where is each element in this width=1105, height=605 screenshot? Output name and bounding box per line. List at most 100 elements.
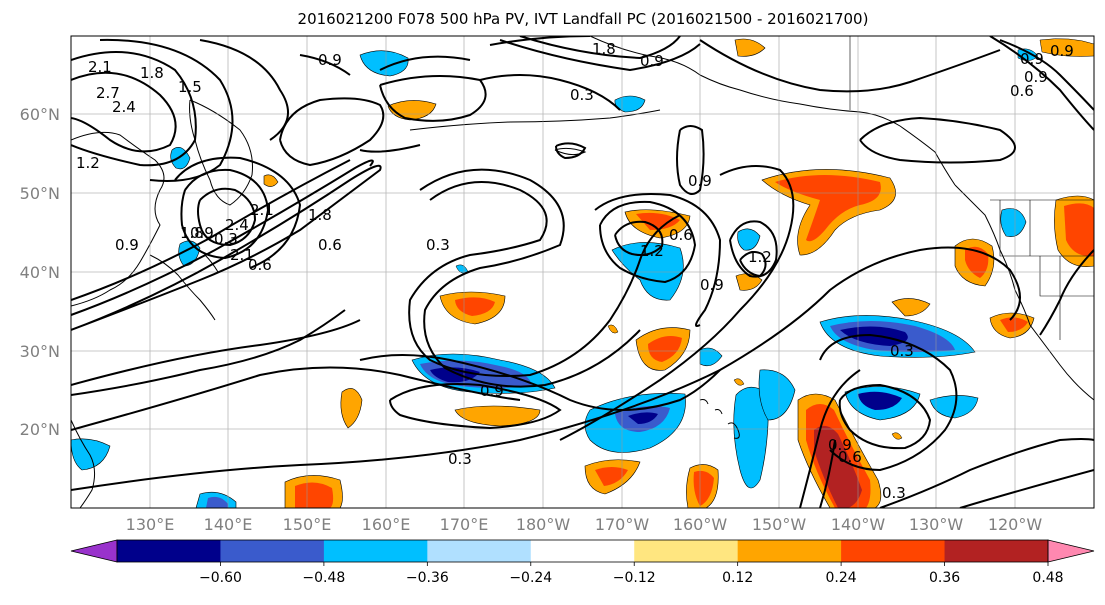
colorbar-extension-low — [70, 539, 118, 563]
contour-label: 2.1 — [230, 246, 254, 264]
gridlines — [71, 36, 1094, 508]
map-title: 2016021200 F078 500 hPa PV, IVT Landfall… — [298, 10, 869, 28]
colorbar-outline — [116, 539, 1049, 563]
positive-anomaly-patch — [891, 298, 931, 317]
contour-label: 0.9 — [688, 172, 712, 190]
positive-anomaly-patch — [607, 324, 619, 334]
contour-label: 0.9 — [828, 436, 852, 454]
positive-anomaly-patch — [595, 467, 628, 486]
contour-label: 2.4 — [225, 216, 249, 234]
pv-contour — [299, 54, 421, 153]
negative-anomaly-patch — [858, 391, 902, 410]
contour-label: 2.4 — [112, 98, 136, 116]
contour-label: 0.9 — [115, 236, 139, 254]
colorbar-swatch — [220, 540, 325, 562]
pv-contour — [71, 246, 1021, 491]
coastline-japan — [149, 254, 219, 321]
contour-label: 1.2 — [640, 242, 664, 260]
colorbar-tick-label: −0.48 — [302, 570, 345, 586]
contour-label: 0.6 — [669, 226, 693, 244]
contour-label: 0.9 — [1020, 50, 1044, 68]
contour-label: 0.6 — [1010, 82, 1034, 100]
contour-label: 0.9 — [318, 51, 342, 69]
coastline-alaska — [589, 36, 956, 186]
longitude-label: 140°E — [204, 515, 253, 534]
coastline-aleutians — [409, 109, 661, 156]
contour-label: 0.9 — [480, 382, 504, 400]
contour-label: 0.6 — [838, 448, 862, 466]
coastline-hawaii — [699, 399, 740, 439]
contour-label: 1.2 — [76, 154, 100, 172]
negative-anomaly-patch — [699, 347, 723, 367]
pv-contour — [989, 36, 1094, 131]
pc-fill-layer — [71, 38, 1094, 508]
positive-anomaly-patch — [733, 378, 745, 386]
positive-anomaly-patch — [340, 388, 363, 429]
longitude-labels: 130°E 140°E 150°E 160°E 170°E 180°W 170°… — [126, 515, 1043, 534]
negative-anomaly-patch — [71, 438, 111, 471]
pv-contour — [1039, 249, 1094, 336]
contour-label: 2.1 — [88, 58, 112, 76]
contour-label: 1.8 — [140, 64, 164, 82]
pv-contour — [359, 354, 721, 411]
pv-contour — [739, 251, 767, 278]
longitude-label: 140°W — [831, 515, 886, 534]
negative-anomaly-patch — [929, 395, 979, 419]
contour-label: 0.9 — [700, 276, 724, 294]
positive-anomaly-patch — [295, 482, 334, 508]
pv-contour — [71, 366, 521, 431]
contour-labels: 2.1 1.8 1.5 2.4 2.7 1.2 0.9 1.8 0.9 0.3 … — [76, 40, 1074, 502]
latitude-label: 40°N — [20, 263, 60, 282]
pv-contour — [594, 193, 722, 327]
pv-contour — [838, 383, 932, 450]
positive-anomaly-patch — [735, 273, 763, 291]
pv-contour — [71, 164, 382, 331]
colorbar-swatch — [427, 540, 532, 562]
colorbar-tick-label: 0.12 — [722, 570, 753, 586]
pv-contour — [999, 39, 1094, 111]
latitude-labels: 60°N 50°N 40°N 30°N 20°N — [20, 105, 60, 439]
contour-label: 1.5 — [178, 78, 202, 96]
positive-anomaly-patch — [1064, 203, 1094, 257]
colorbar-tick-label: 0.36 — [929, 570, 960, 586]
latitude-label: 60°N — [20, 105, 60, 124]
colorbar-swatch — [737, 540, 842, 562]
map-border — [70, 35, 1095, 509]
contour-label: 0.6 — [248, 256, 272, 274]
positive-anomaly-patch — [263, 174, 279, 187]
colorbar: −0.60 −0.48 −0.36 −0.24 −0.12 0.12 0.24 0.36 0.4… — [70, 539, 1095, 586]
pv-contour — [614, 220, 664, 256]
pv-contour — [71, 159, 351, 301]
negative-anomaly-patch — [359, 50, 409, 77]
border-layer — [849, 36, 1094, 340]
coastline-asia — [71, 131, 165, 307]
negative-anomaly-patch — [1000, 208, 1027, 237]
contour-label: 2.7 — [96, 84, 120, 102]
coastline-layer — [71, 36, 1094, 508]
longitude-label: 160°W — [673, 515, 728, 534]
positive-anomaly-patch — [1000, 317, 1028, 332]
contour-label: 1.8 — [308, 206, 332, 224]
pv-contour — [599, 200, 697, 284]
longitude-label: 130°W — [909, 515, 964, 534]
contour-label: 2.1 — [250, 201, 274, 219]
positive-anomaly-patch — [693, 470, 714, 506]
colorbar-tick-label: −0.60 — [199, 570, 242, 586]
negative-anomaly-patch — [737, 228, 761, 251]
pv-contour — [99, 38, 234, 182]
colorbar-swatch — [117, 540, 221, 562]
latitude-label: 30°N — [20, 342, 60, 361]
colorbar-tick-label: −0.36 — [406, 570, 449, 586]
contour-label: 0.9 — [640, 52, 664, 70]
pv-contour — [799, 369, 861, 508]
pv-contour — [174, 156, 302, 269]
pv-contour — [197, 187, 257, 247]
longitude-label: 130°E — [126, 515, 175, 534]
positive-anomaly-patch — [775, 175, 881, 242]
pv-contour — [959, 469, 1094, 508]
colorbar-swatch — [323, 540, 428, 562]
positive-anomaly-patch — [454, 405, 541, 427]
positive-anomaly-patch — [455, 297, 495, 316]
coastline-philippines — [71, 419, 96, 508]
